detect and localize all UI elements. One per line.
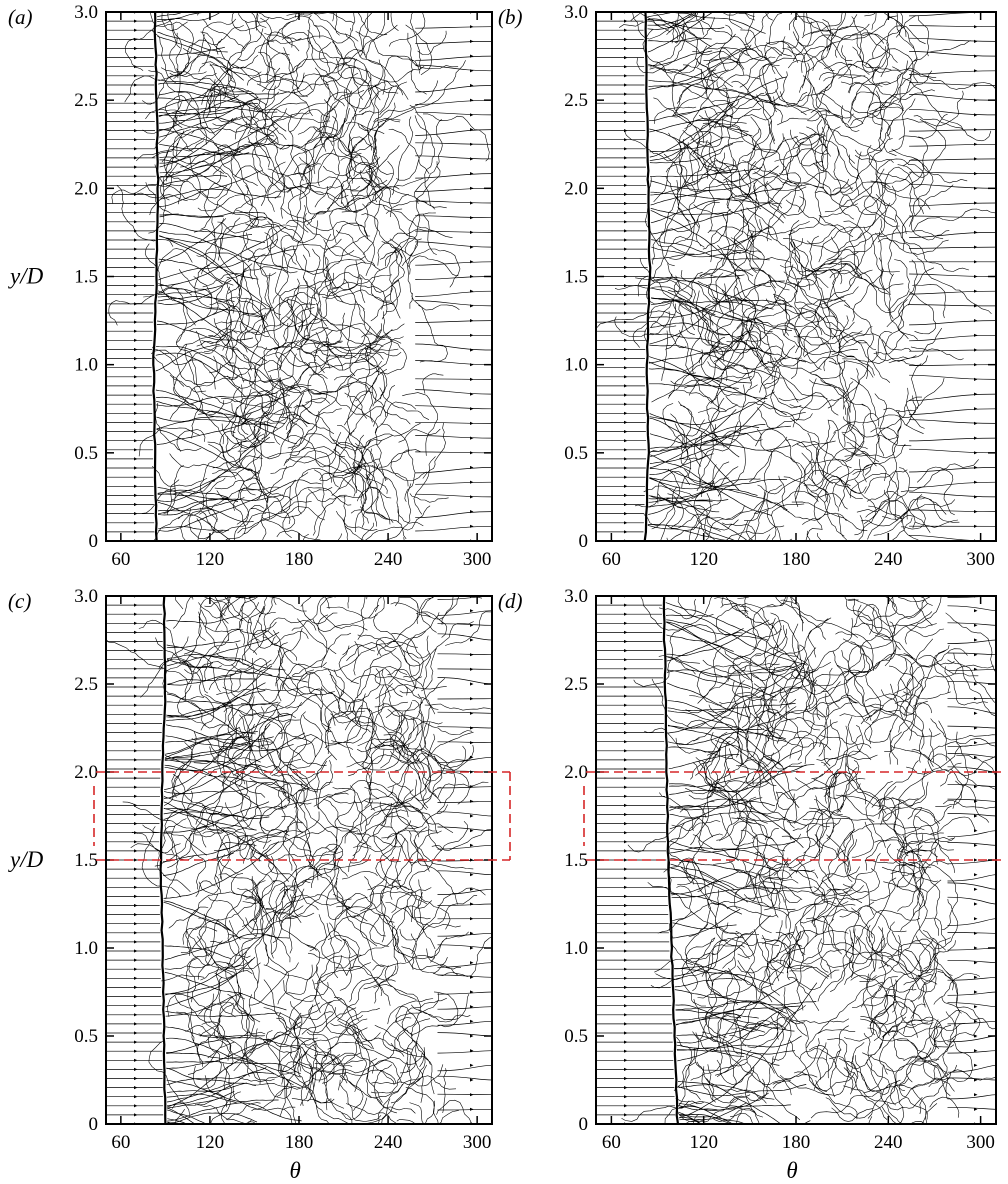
panel-label: (b) xyxy=(498,5,523,29)
y-tick-label: 0 xyxy=(89,1114,99,1135)
y-tick-label: 2.0 xyxy=(564,178,588,199)
wake-streamlines xyxy=(665,602,818,1124)
streamlines xyxy=(106,12,492,541)
separated-streamlines xyxy=(621,596,996,1124)
streamlines xyxy=(596,12,996,541)
x-tick-label: 60 xyxy=(602,549,621,570)
x-tick-label: 120 xyxy=(689,1132,718,1153)
x-tick-label: 300 xyxy=(966,549,995,570)
panel-d: 60 120 180 240 300 0 0.5 1.0 1.5 2.0 2.5 3.0 (d) θ xyxy=(498,586,1006,1183)
plot-frame xyxy=(595,11,997,542)
y-tick-label: 1.0 xyxy=(74,938,98,959)
x-tick-label: 240 xyxy=(874,1132,903,1153)
separated-streamlines xyxy=(106,596,492,1124)
y-tick-label: 2.0 xyxy=(564,762,588,783)
wake-streamlines xyxy=(647,12,792,541)
x-tick-label: 240 xyxy=(374,1132,403,1153)
panel-label: (c) xyxy=(8,589,31,613)
y-tick-label: 2.5 xyxy=(564,90,588,111)
streamlines xyxy=(106,596,492,1124)
y-axis-label: y/D xyxy=(8,264,44,289)
x-tick-label: 120 xyxy=(689,549,718,570)
x-tick-label: 300 xyxy=(463,549,492,570)
y-tick-label: 0.5 xyxy=(564,443,588,464)
x-tick-label: 60 xyxy=(111,549,130,570)
y-tick-label: 3.0 xyxy=(564,2,588,23)
upstream-streamlines xyxy=(596,596,676,1124)
y-tick-label: 0.5 xyxy=(74,1026,98,1047)
y-tick-label: 1.5 xyxy=(74,267,98,288)
x-tick-label: 120 xyxy=(196,1132,225,1153)
panel-label: (a) xyxy=(8,5,33,29)
y-tick-label: 2.5 xyxy=(74,90,98,111)
y-tick-label: 1.5 xyxy=(564,267,588,288)
x-tick-label: 180 xyxy=(782,549,811,570)
x-tick-label: 180 xyxy=(285,549,314,570)
x-tick-label: 120 xyxy=(196,549,225,570)
y-tick-label: 2.5 xyxy=(74,674,98,695)
x-tick-label: 300 xyxy=(966,1132,995,1153)
y-tick-label: 1.0 xyxy=(74,355,98,376)
x-tick-label: 180 xyxy=(782,1132,811,1153)
y-tick-label: 0 xyxy=(89,531,99,552)
x-tick-label: 300 xyxy=(463,1132,492,1153)
downstream-streamlines xyxy=(909,12,996,541)
wake-streamlines xyxy=(155,12,297,541)
panel-label: (d) xyxy=(498,589,523,613)
y-tick-label: 0 xyxy=(579,1114,589,1135)
y-tick-label: 3.0 xyxy=(74,586,98,607)
y-tick-label: 2.5 xyxy=(564,674,588,695)
downstream-streamlines xyxy=(415,12,492,541)
x-tick-label: 180 xyxy=(285,1132,314,1153)
x-tick-label: 60 xyxy=(111,1132,130,1153)
y-tick-label: 1.5 xyxy=(564,850,588,871)
x-tick-label: 240 xyxy=(874,549,903,570)
streamlines xyxy=(596,596,996,1124)
y-tick-label: 3.0 xyxy=(74,2,98,23)
y-tick-label: 0 xyxy=(579,531,589,552)
separation-line xyxy=(662,596,680,1124)
downstream-streamlines xyxy=(437,596,492,1124)
x-tick-label: 240 xyxy=(374,549,403,570)
y-tick-label: 1.0 xyxy=(564,355,588,376)
y-tick-label: 0.5 xyxy=(74,443,98,464)
separation-line xyxy=(159,596,167,1124)
wake-streamlines xyxy=(162,614,308,1124)
x-axis-label: θ xyxy=(786,1158,797,1183)
y-tick-label: 0.5 xyxy=(564,1026,588,1047)
arrowheads xyxy=(624,12,978,541)
upstream-streamlines xyxy=(596,12,648,541)
y-tick-label: 3.0 xyxy=(564,586,588,607)
panel-a: 60 120 180 240 300 0 0.5 1.0 1.5 2.0 2.5 3.0 (a) y/D xyxy=(8,2,493,570)
x-tick-label: 60 xyxy=(602,1132,621,1153)
y-tick-label: 2.0 xyxy=(74,762,98,783)
y-tick-label: 1.0 xyxy=(564,938,588,959)
panel-b: 60 120 180 240 300 0 0.5 1.0 1.5 2.0 2.5 3.0 (b) xyxy=(498,2,997,570)
panel-c: 60 120 180 240 300 0 0.5 1.0 1.5 2.0 2.5 3.0 (c) y/D θ xyxy=(8,586,511,1183)
y-tick-label: 2.0 xyxy=(74,178,98,199)
x-axis-label: θ xyxy=(289,1158,300,1183)
y-tick-label: 1.5 xyxy=(74,850,98,871)
separation-line xyxy=(152,12,160,541)
y-axis-label: y/D xyxy=(8,847,44,872)
separated-streamlines xyxy=(108,12,490,541)
